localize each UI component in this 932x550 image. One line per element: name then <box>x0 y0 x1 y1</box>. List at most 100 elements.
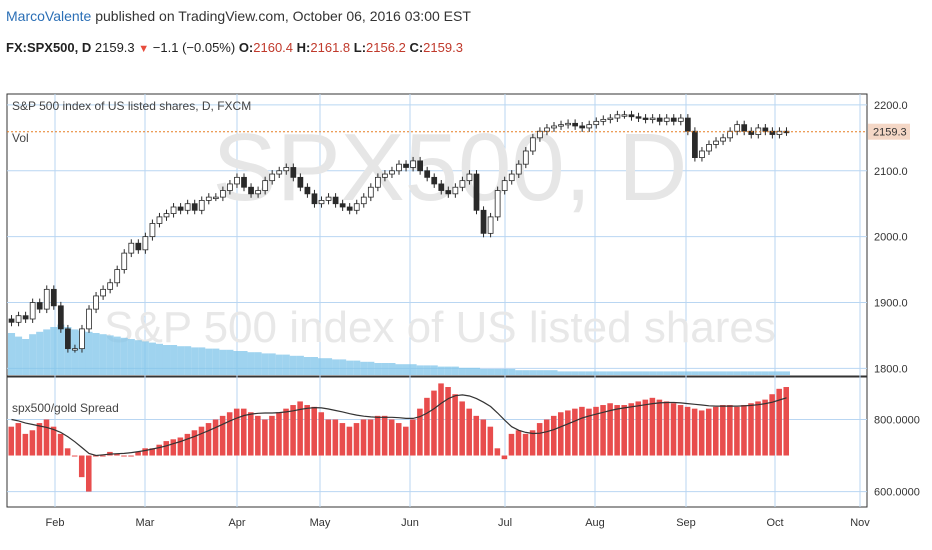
spread-tick-label: 800.0000 <box>874 414 920 426</box>
candle <box>142 232 149 254</box>
volume-bar <box>423 365 431 375</box>
spread-bar <box>459 401 465 456</box>
spread-bars <box>8 383 789 492</box>
spread-bar <box>445 387 451 456</box>
spread-bar <box>642 399 649 456</box>
symbol-label[interactable]: FX:SPX500, D <box>6 40 92 55</box>
candle <box>135 239 142 254</box>
volume-bar <box>155 343 163 375</box>
candle <box>656 114 663 126</box>
spread-bar <box>586 408 592 456</box>
spread-bar <box>142 448 148 456</box>
volume-bar <box>649 371 657 375</box>
volume-bar <box>599 371 607 375</box>
candle-body <box>692 130 698 158</box>
spread-bar <box>572 408 578 456</box>
spread-bar <box>600 405 606 456</box>
volume-bar <box>15 336 23 375</box>
candle <box>699 147 705 162</box>
spread-bar <box>663 401 670 456</box>
candle-body <box>438 183 445 191</box>
candle <box>191 199 198 215</box>
spread-bar <box>219 415 226 456</box>
volume-bar <box>8 333 16 375</box>
candle-body <box>558 124 564 127</box>
candle-body <box>593 120 600 126</box>
close-value: 2159.3 <box>423 40 463 55</box>
spread-bar <box>226 412 233 456</box>
candle <box>22 311 29 323</box>
lower-pane-title: spx500/gold Spread <box>12 401 119 415</box>
spread-bar <box>579 406 585 456</box>
candle <box>212 193 219 202</box>
price-change: −1.1 (−0.05%) <box>152 40 236 55</box>
volume-bar <box>134 340 142 375</box>
volume-label: Vol <box>12 131 29 145</box>
candle-body <box>360 196 367 205</box>
main-pane-frame <box>6 93 868 377</box>
candle-body <box>635 116 642 119</box>
candle <box>706 140 712 155</box>
candle <box>565 119 571 129</box>
candle <box>276 166 283 179</box>
volume-bar <box>127 339 135 375</box>
candle-body <box>177 206 184 211</box>
candle-body <box>36 302 43 310</box>
volume-bar <box>712 371 720 375</box>
candle <box>494 186 501 221</box>
candle <box>311 189 318 208</box>
candle <box>65 324 71 353</box>
spread-bar <box>403 426 409 456</box>
candle-body <box>522 150 529 165</box>
candle <box>283 163 290 175</box>
candle <box>515 160 522 179</box>
spread-bar <box>248 412 254 456</box>
candle-body <box>367 186 374 198</box>
candle <box>586 120 593 132</box>
volume-bar <box>141 341 149 375</box>
candle <box>205 193 212 205</box>
low-label: L: <box>353 40 367 55</box>
volume-bar <box>754 371 762 375</box>
spread-bar <box>410 419 416 456</box>
volume-bar <box>487 369 495 375</box>
candle <box>57 301 64 333</box>
candle-body <box>508 173 515 182</box>
candle-body <box>677 117 684 122</box>
volume-bar <box>184 346 192 375</box>
volume-bar <box>635 371 643 375</box>
candle <box>248 183 254 198</box>
candle-body <box>65 328 71 350</box>
candle <box>29 298 36 323</box>
open-label: O: <box>238 40 254 55</box>
month-tick-label: Jul <box>498 517 512 529</box>
volume-bar <box>191 347 199 375</box>
candle <box>269 170 276 185</box>
candle-body <box>579 125 586 129</box>
candle-body <box>487 216 494 234</box>
candle-body <box>410 160 416 168</box>
spread-bar <box>466 408 472 456</box>
high-label: H: <box>296 40 311 55</box>
candle-body <box>727 130 733 139</box>
volume-bar <box>620 371 628 375</box>
spread-bar <box>522 433 529 456</box>
ohlc-header: FX:SPX500, D 2159.3 ▼ −1.1 (−0.05%) O:21… <box>6 40 463 55</box>
candle <box>762 123 769 136</box>
candle-body <box>15 315 22 323</box>
volume-bar <box>536 370 544 375</box>
author-link[interactable]: MarcoValente <box>6 8 92 24</box>
volume-bar <box>557 371 565 375</box>
candle <box>382 170 388 182</box>
spread-bar <box>684 406 691 456</box>
volume-bar <box>592 371 600 375</box>
candle-body <box>156 216 163 224</box>
volume-bar <box>317 358 326 375</box>
candle <box>149 219 156 241</box>
volume-bar <box>430 365 438 375</box>
volume-bar <box>85 331 93 375</box>
candle-body <box>494 190 501 218</box>
candle-body <box>382 173 388 178</box>
spread-bar <box>353 423 360 456</box>
